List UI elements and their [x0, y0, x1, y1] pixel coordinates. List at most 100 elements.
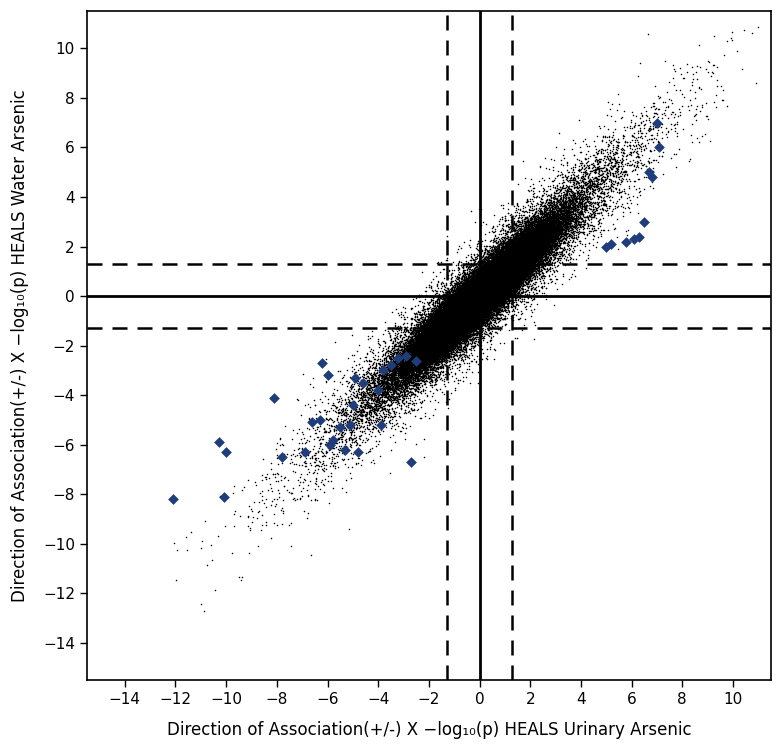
- Point: [414, 311, 427, 323]
- Point: [405, 346, 418, 358]
- Point: [515, 283, 527, 295]
- Point: [429, 332, 442, 344]
- Point: [486, 283, 499, 295]
- Point: [492, 266, 504, 278]
- Point: [479, 286, 492, 298]
- Point: [452, 314, 465, 326]
- Point: [497, 274, 510, 286]
- Point: [479, 285, 492, 297]
- Point: [528, 262, 540, 274]
- Point: [397, 394, 410, 406]
- Point: [593, 156, 605, 168]
- Point: [503, 254, 515, 266]
- Point: [546, 242, 558, 254]
- Point: [473, 285, 486, 297]
- Point: [422, 322, 435, 334]
- Point: [455, 322, 468, 334]
- Point: [456, 297, 468, 309]
- Point: [463, 304, 475, 316]
- Point: [500, 279, 512, 291]
- Point: [439, 327, 451, 339]
- Point: [462, 290, 475, 302]
- Point: [475, 292, 488, 304]
- Point: [503, 257, 515, 269]
- Point: [454, 310, 467, 322]
- Point: [414, 360, 426, 372]
- Point: [528, 256, 540, 268]
- Point: [468, 294, 481, 306]
- Point: [461, 331, 474, 343]
- Point: [482, 288, 495, 300]
- Point: [506, 249, 518, 261]
- Point: [464, 298, 476, 310]
- Point: [470, 301, 482, 313]
- Point: [488, 289, 500, 301]
- Point: [483, 262, 496, 274]
- Point: [457, 301, 469, 313]
- Point: [531, 230, 543, 242]
- Point: [428, 352, 440, 364]
- Point: [427, 332, 439, 344]
- Point: [466, 319, 479, 331]
- Point: [487, 254, 500, 266]
- Point: [419, 338, 432, 350]
- Point: [447, 310, 460, 322]
- Point: [446, 323, 458, 335]
- Point: [617, 166, 630, 178]
- Point: [535, 214, 547, 226]
- Point: [475, 314, 487, 326]
- Point: [496, 284, 508, 296]
- Point: [464, 302, 476, 314]
- Point: [413, 328, 425, 340]
- Point: [429, 320, 442, 332]
- Point: [488, 260, 500, 272]
- Point: [495, 264, 508, 276]
- Point: [489, 256, 501, 268]
- Point: [443, 326, 456, 338]
- Point: [455, 302, 468, 313]
- Point: [475, 290, 487, 302]
- Point: [547, 217, 560, 229]
- Point: [485, 278, 497, 290]
- Point: [459, 300, 472, 312]
- Point: [461, 268, 474, 280]
- Point: [431, 345, 443, 357]
- Point: [451, 334, 464, 346]
- Point: [529, 256, 541, 268]
- Point: [424, 370, 436, 382]
- Point: [487, 293, 500, 305]
- Point: [367, 387, 379, 399]
- Point: [439, 334, 451, 346]
- Point: [465, 307, 478, 319]
- Point: [487, 260, 500, 272]
- Point: [451, 299, 464, 311]
- Point: [509, 269, 522, 281]
- Point: [524, 232, 536, 244]
- Point: [472, 292, 484, 304]
- Point: [492, 265, 504, 277]
- Point: [462, 295, 475, 307]
- Point: [504, 266, 517, 278]
- Point: [457, 307, 469, 319]
- Point: [515, 248, 528, 259]
- Point: [528, 242, 540, 254]
- Point: [608, 182, 621, 194]
- Point: [500, 254, 513, 266]
- Point: [512, 252, 525, 264]
- Point: [529, 231, 541, 243]
- Point: [505, 275, 518, 287]
- Point: [493, 264, 506, 276]
- Point: [468, 309, 480, 321]
- Point: [456, 306, 468, 318]
- Point: [479, 292, 492, 304]
- Point: [461, 293, 473, 305]
- Point: [530, 236, 543, 248]
- Point: [492, 259, 504, 271]
- Point: [479, 283, 491, 295]
- Point: [493, 272, 506, 284]
- Point: [509, 246, 522, 258]
- Point: [529, 251, 541, 262]
- Point: [604, 161, 616, 173]
- Point: [518, 263, 531, 275]
- Point: [386, 366, 399, 378]
